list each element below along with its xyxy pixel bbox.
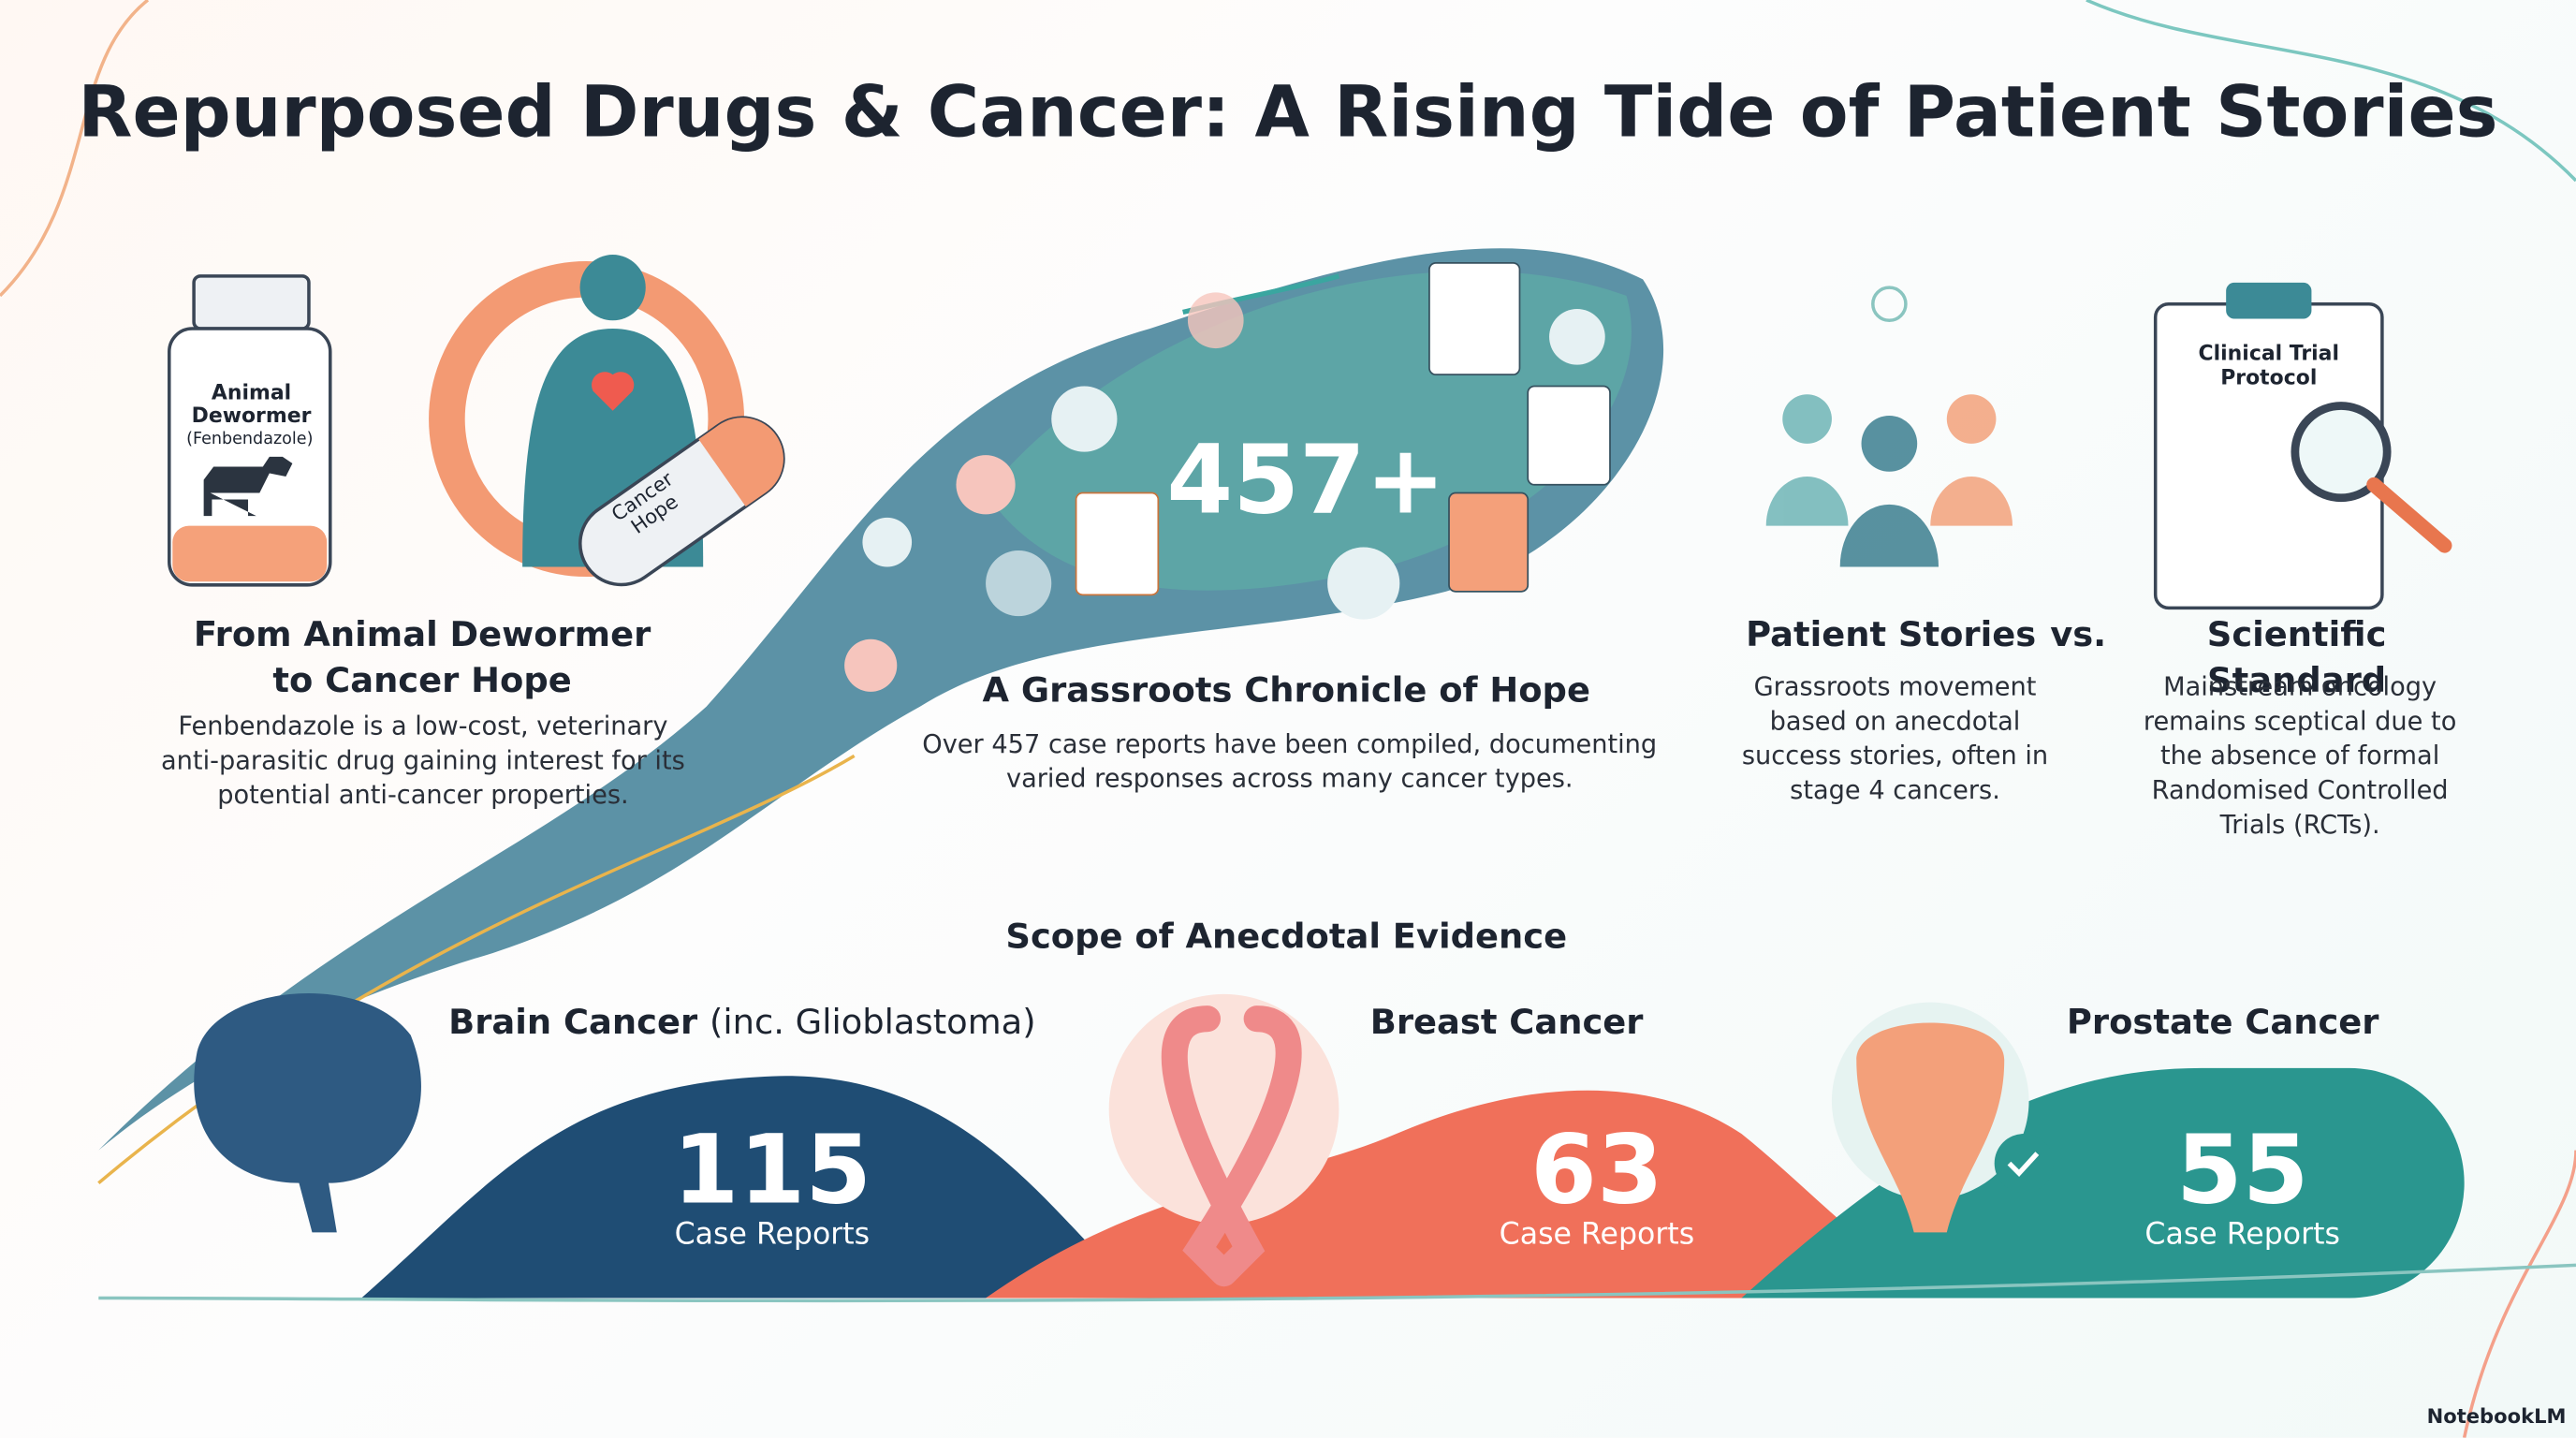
bottle-sublabel: (Fenbendazole) [186,430,314,449]
chronicle-heading: A Grassroots Chronicle of Hope [982,670,1590,711]
case-count: 115 [672,1113,872,1226]
science-body: Mainstream oncology remains sceptical du… [2143,671,2457,840]
case-count: 55 [2175,1113,2309,1226]
category-qualifier: (inc. Glioblastoma) [710,1002,1036,1042]
patient-heading: Patient Stories [1746,614,2037,654]
scope-heading: Scope of Anecdotal Evidence [1005,917,1568,957]
category-name: Brain Cancer (inc. Glioblastoma) [448,999,1035,1045]
origin-heading: From Animal Dewormer to Cancer Hope [193,614,651,700]
category-name: Breast Cancer [1369,1002,1644,1042]
case-unit: Case Reports [674,1217,871,1253]
case-unit: Case Reports [2144,1217,2340,1253]
category-name: Brain Cancer [448,1002,698,1042]
chronicle-count: 457+ [1166,423,1446,536]
clipboard-label: Clinical Trial Protocol [2198,340,2340,389]
case-count: 63 [1530,1113,1663,1226]
title: Repurposed Drugs & Cancer: A Rising Tide… [78,72,2498,154]
case-unit: Case Reports [1499,1217,1695,1253]
origin-body: Fenbendazole is a low-cost, veterinary a… [160,711,685,811]
patient-body: Grassroots movement based on anecdotal s… [1741,671,2049,805]
science-heading: Scientific Standard [2206,614,2387,700]
chronicle-body: Over 457 case reports have been compiled… [922,729,1658,794]
bottle-label: Animal Dewormer [191,379,312,428]
versus: vs. [2050,614,2107,654]
category-name: Prostate Cancer [2066,1002,2379,1042]
brand: NotebookLM [2426,1404,2567,1429]
